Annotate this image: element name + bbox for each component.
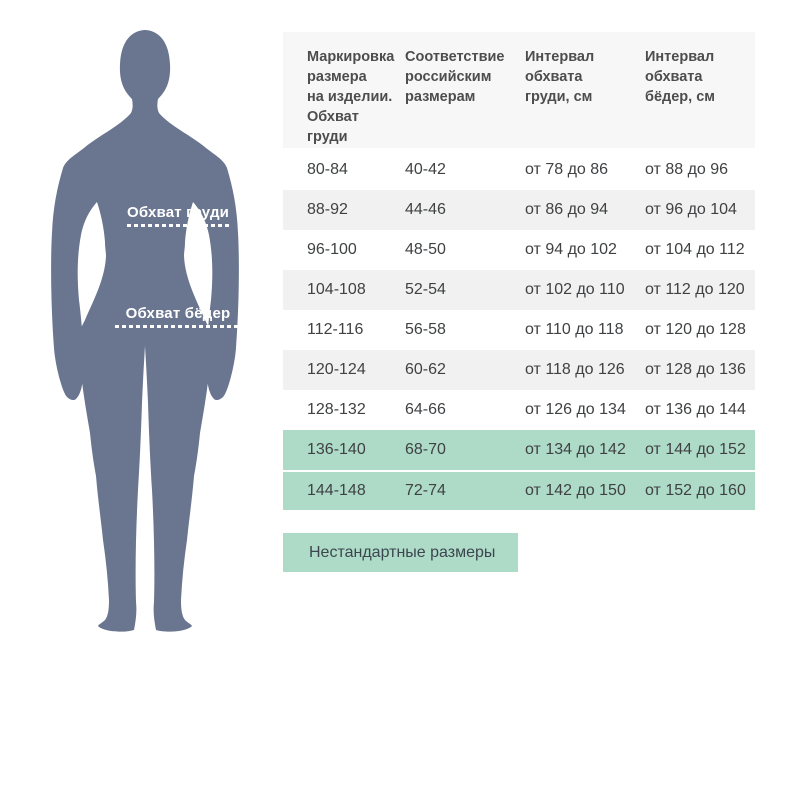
cell-hips-interval: от 136 до 144 — [645, 401, 746, 418]
table-row: 120-124 60-62 от 118 до 126 от 128 до 13… — [283, 350, 755, 390]
table-row-nonstandard: 144-148 72-74 от 142 до 150 от 152 до 16… — [283, 470, 755, 510]
cell-russian-size: 72-74 — [405, 482, 446, 499]
table-row: 96-100 48-50 от 94 до 102 от 104 до 112 — [283, 230, 755, 270]
hips-measure-label: Обхват бёдер — [125, 305, 231, 322]
cell-russian-size: 68-70 — [405, 441, 446, 458]
female-silhouette-icon — [51, 30, 239, 632]
cell-chest-interval: от 102 до 110 — [525, 281, 625, 298]
cell-chest-interval: от 94 до 102 — [525, 241, 617, 258]
cell-chest-interval: от 142 до 150 — [525, 482, 626, 499]
cell-russian-size: 52-54 — [405, 281, 446, 298]
cell-size-marking: 96-100 — [307, 241, 357, 258]
chest-measure-line — [127, 224, 229, 227]
cell-russian-size: 40-42 — [405, 161, 446, 178]
cell-hips-interval: от 112 до 120 — [645, 281, 745, 298]
cell-chest-interval: от 126 до 134 — [525, 401, 626, 418]
table-header-row: Маркировка размера на изделии. Обхват гр… — [283, 32, 755, 148]
cell-hips-interval: от 152 до 160 — [645, 482, 746, 499]
cell-size-marking: 144-148 — [307, 482, 366, 499]
cell-chest-interval: от 78 до 86 — [525, 161, 609, 178]
cell-size-marking: 104-108 — [307, 281, 366, 298]
header-russian-size: Соответствие российским размерам — [405, 49, 505, 105]
cell-hips-interval: от 96 до 104 — [645, 201, 737, 218]
cell-russian-size: 60-62 — [405, 361, 446, 378]
header-hips-interval: Интервал обхвата бёдер, см — [645, 49, 715, 105]
table-body: 80-84 40-42 от 78 до 86 от 88 до 96 88-9… — [283, 150, 755, 510]
cell-size-marking: 120-124 — [307, 361, 366, 378]
body-figure: Обхват груди Обхват бёдер — [32, 28, 258, 638]
chest-measure-label: Обхват груди — [127, 204, 230, 221]
cell-russian-size: 48-50 — [405, 241, 446, 258]
cell-hips-interval: от 144 до 152 — [645, 441, 746, 458]
header-size-marking: Маркировка размера на изделии. Обхват гр… — [307, 49, 395, 145]
cell-size-marking: 80-84 — [307, 161, 348, 178]
cell-size-marking: 88-92 — [307, 201, 348, 218]
cell-russian-size: 64-66 — [405, 401, 446, 418]
cell-size-marking: 136-140 — [307, 441, 366, 458]
cell-chest-interval: от 110 до 118 — [525, 321, 624, 338]
table-row-nonstandard: 136-140 68-70 от 134 до 142 от 144 до 15… — [283, 430, 755, 470]
cell-chest-interval: от 118 до 126 — [525, 361, 625, 378]
cell-russian-size: 44-46 — [405, 201, 446, 218]
nonstandard-sizes-label: Нестандартные размеры — [309, 543, 496, 561]
cell-russian-size: 56-58 — [405, 321, 446, 338]
cell-chest-interval: от 86 до 94 — [525, 201, 609, 218]
size-table: Маркировка размера на изделии. Обхват гр… — [283, 32, 755, 510]
hips-measure-line — [115, 325, 239, 328]
table-row: 88-92 44-46 от 86 до 94 от 96 до 104 — [283, 190, 755, 230]
header-chest-interval: Интервал обхвата груди, см — [525, 49, 595, 105]
table-row: 112-116 56-58 от 110 до 118 от 120 до 12… — [283, 310, 755, 350]
cell-hips-interval: от 104 до 112 — [645, 241, 745, 258]
table-row: 128-132 64-66 от 126 до 134 от 136 до 14… — [283, 390, 755, 430]
cell-chest-interval: от 134 до 142 — [525, 441, 626, 458]
cell-hips-interval: от 128 до 136 — [645, 361, 746, 378]
table-row: 80-84 40-42 от 78 до 86 от 88 до 96 — [283, 150, 755, 190]
table-row: 104-108 52-54 от 102 до 110 от 112 до 12… — [283, 270, 755, 310]
cell-size-marking: 128-132 — [307, 401, 366, 418]
nonstandard-sizes-legend: Нестандартные размеры — [283, 533, 518, 572]
cell-hips-interval: от 88 до 96 — [645, 161, 729, 178]
cell-hips-interval: от 120 до 128 — [645, 321, 746, 338]
cell-size-marking: 112-116 — [307, 321, 364, 338]
